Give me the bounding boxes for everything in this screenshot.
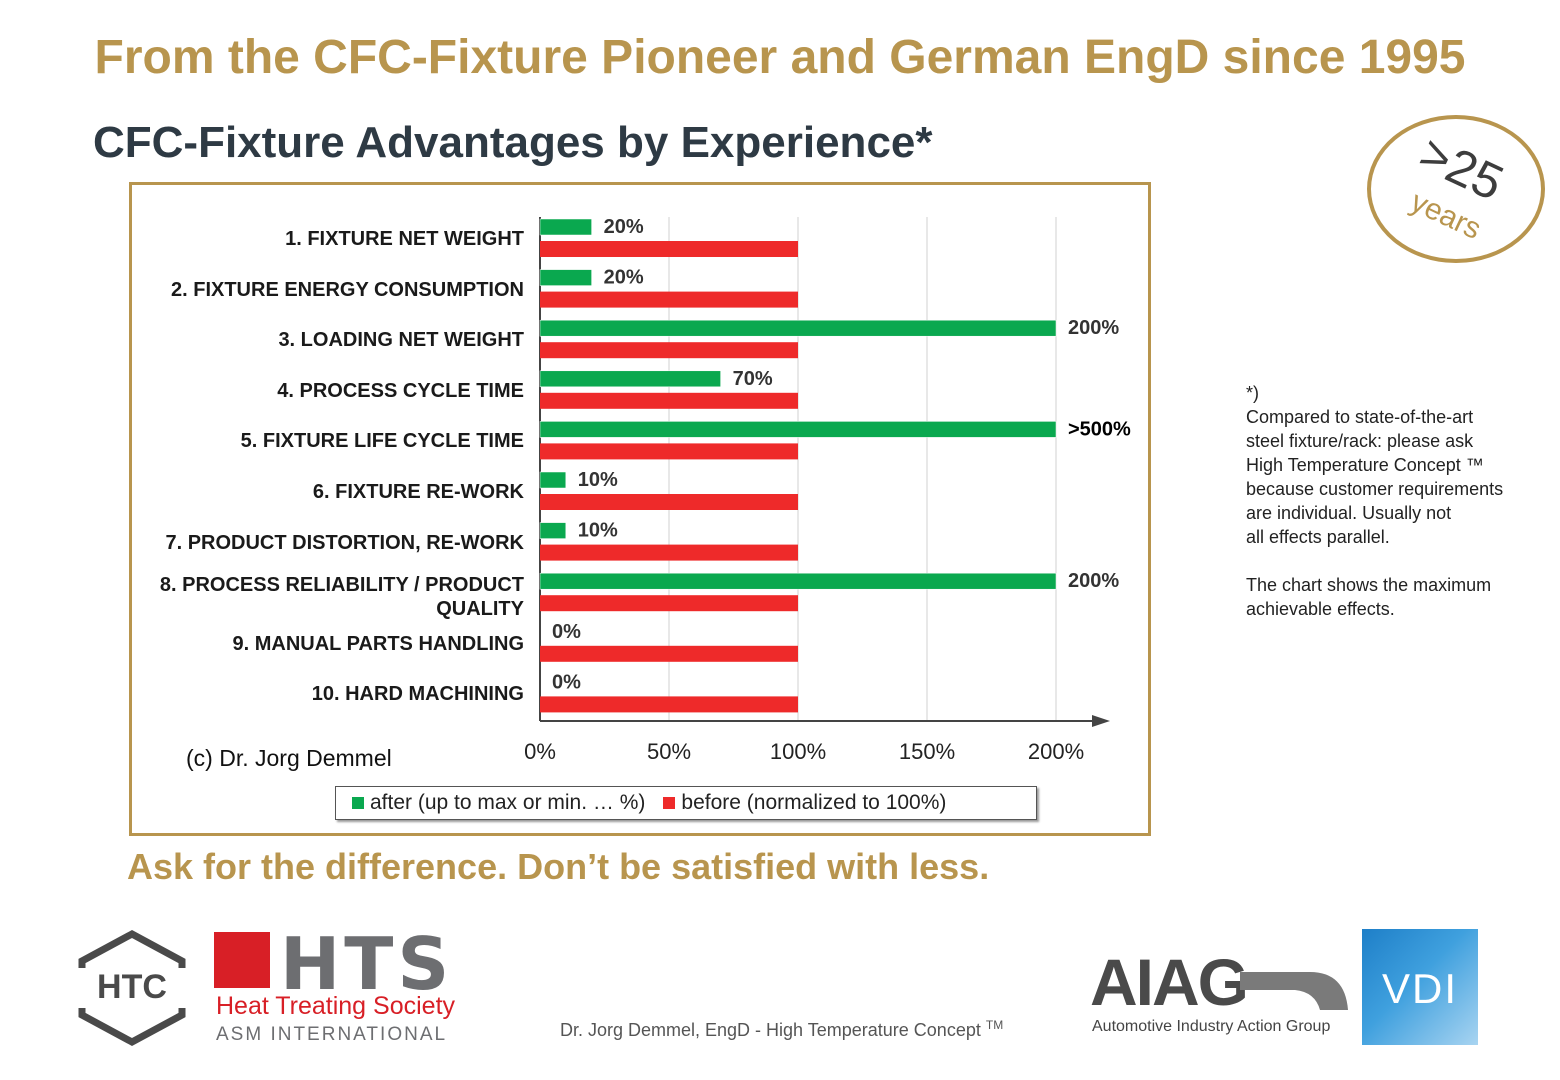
data-label-after: 10% (578, 469, 618, 491)
bar-after (539, 269, 592, 286)
hts-asm-text: ASM INTERNATIONAL (216, 1024, 448, 1045)
footnote-line: because customer requirements (1246, 479, 1504, 499)
hts-logo-text: HTS (280, 922, 454, 1006)
data-label-after: >500% (1068, 418, 1131, 440)
hts-society-text: Heat Treating Society (216, 992, 456, 1020)
chart-copyright: (c) Dr. Jorg Demmel (186, 745, 392, 771)
category-label: 4. PROCESS CYCLE TIME (277, 379, 524, 402)
bar-after (539, 572, 1057, 590)
footnote-line: all effects parallel. (1246, 527, 1390, 547)
footnote: *) Compared to state-of-the-art steel fi… (1246, 381, 1546, 621)
htc-logo-text: HTC (97, 968, 167, 1006)
bar-before (540, 291, 798, 308)
tagline: Ask for the difference. Don’t be satisfi… (127, 846, 990, 887)
x-tick-label: 100% (770, 739, 826, 764)
headline: From the CFC-Fixture Pioneer and German … (94, 31, 1466, 84)
category-label: 1. FIXTURE NET WEIGHT (285, 228, 524, 250)
chart-frame: 0% 50% 100% 150% 200% 20% 20% 200% 70% >500% 10% 10… (129, 182, 1151, 836)
category-label: 10. HARD MACHINING (311, 683, 524, 706)
bar-after (539, 471, 567, 489)
bar-before (540, 595, 798, 612)
vdi-logo-text: VDI (1381, 965, 1458, 1012)
legend-item-after: after (up to max or min. … %) (352, 791, 645, 815)
htc-logo: HTC (76, 930, 188, 1046)
bar-after (539, 319, 1057, 337)
category-label: 3. LOADING NET WEIGHT (278, 329, 524, 352)
data-label-after: 0% (552, 671, 581, 693)
legend-swatch-before (663, 797, 676, 809)
category-label: 5. FIXTURE LIFE CYCLE TIME (240, 430, 524, 453)
legend-swatch-after (352, 797, 364, 809)
footnote-marker: *) (1246, 383, 1259, 403)
footer-credit: Dr. Jorg Demmel, EngD - High Temperature… (560, 1018, 1004, 1040)
category-label: 2. FIXTURE ENERGY CONSUMPTION (170, 278, 524, 301)
footnote-line: High Temperature Concept ™ (1246, 455, 1484, 475)
bar-before (540, 342, 798, 359)
footnote-line: are individual. Usually not (1246, 503, 1452, 523)
data-label-after: 70% (733, 368, 773, 390)
vdi-logo: VDI (1362, 929, 1478, 1045)
bar-after (539, 370, 721, 388)
bar-chart: 0% 50% 100% 150% 200% 20% 20% 200% 70% >500% 10% 10… (524, 216, 1131, 764)
data-label-after: 10% (578, 520, 618, 542)
aiag-swoosh-icon (1240, 972, 1348, 1010)
experience-badge: >25 years (1367, 115, 1545, 263)
footnote-line: Compared to state-of-the-art (1246, 407, 1474, 427)
x-tick-label: 150% (899, 739, 955, 764)
category-label: 9. MANUAL PARTS HANDLING (232, 632, 524, 655)
x-tick-label: 0% (524, 739, 556, 764)
hts-logo: HTS Heat Treating Society ASM INTERNATIO… (214, 922, 534, 1045)
bar-before (540, 696, 798, 713)
legend-item-before: before (normalized to 100%) (663, 791, 946, 815)
bar-after (539, 522, 567, 539)
bar-after (539, 218, 592, 236)
category-label: 8. PROCESS RELIABILITY / PRODUCT QUALITY (159, 574, 524, 621)
category-label: 7. PRODUCT DISTORTION, RE-WORK (165, 531, 524, 554)
bar-before (540, 443, 798, 460)
page-title: CFC-Fixture Advantages by Experience* (93, 118, 933, 167)
bar-after (539, 421, 1057, 438)
aiag-subtitle: Automotive Industry Action Group (1092, 1018, 1331, 1035)
data-label-after: 0% (552, 621, 581, 643)
bar-before (540, 494, 798, 510)
x-tick-label: 200% (1028, 739, 1084, 764)
footnote-line: steel fixture/rack: please ask (1246, 431, 1474, 451)
flame-icon (214, 932, 270, 988)
data-label-after: 200% (1068, 570, 1119, 592)
x-axis-arrow-icon (1092, 715, 1110, 727)
footnote-note: The chart shows the maximum (1246, 575, 1492, 595)
category-label: 6. FIXTURE RE-WORK (312, 481, 524, 503)
data-label-after: 20% (604, 267, 644, 289)
bar-before (540, 645, 798, 662)
x-tick-label: 50% (647, 739, 691, 764)
legend-label-after: after (up to max or min. … %) (370, 791, 646, 814)
bar-before (540, 544, 798, 561)
chart-legend: after (up to max or min. … %) before (no… (335, 786, 1037, 820)
bar-before (540, 392, 798, 409)
bar-before (540, 241, 798, 257)
data-label-after: 20% (604, 216, 644, 238)
footnote-note: achievable effects. (1246, 599, 1395, 619)
aiag-logo-text: AIAG (1090, 945, 1249, 1019)
legend-label-before: before (normalized to 100%) (681, 791, 947, 814)
aiag-logo: AIAG Automotive Industry Action Group (1090, 945, 1352, 1042)
data-label-after: 200% (1068, 317, 1119, 339)
